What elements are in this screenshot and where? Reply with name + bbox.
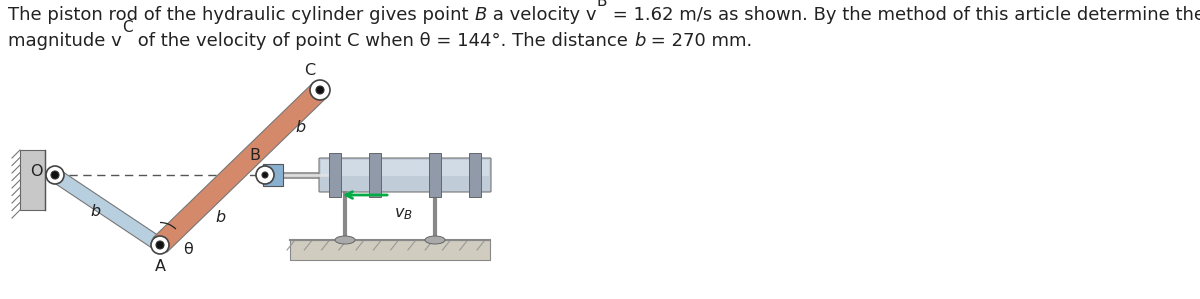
FancyBboxPatch shape: [322, 160, 490, 176]
Text: = 1.62 m/s as shown. By the method of this article determine the: = 1.62 m/s as shown. By the method of th…: [607, 6, 1200, 24]
Circle shape: [156, 241, 164, 249]
Circle shape: [316, 86, 324, 94]
Text: magnitude v: magnitude v: [8, 32, 121, 50]
Ellipse shape: [425, 236, 445, 244]
Bar: [329, 153, 341, 197]
Text: O: O: [30, 164, 43, 179]
Text: of the velocity of point C when θ = 144°. The distance: of the velocity of point C when θ = 144°…: [132, 32, 634, 50]
Polygon shape: [154, 83, 326, 252]
Bar: [370, 153, 382, 197]
Bar: [290, 240, 490, 260]
Bar: [263, 164, 283, 186]
Text: v: v: [395, 205, 404, 220]
Text: A: A: [155, 259, 166, 274]
Text: b: b: [90, 205, 101, 219]
Text: C: C: [121, 20, 132, 35]
Text: = 270 mm.: = 270 mm.: [646, 32, 752, 50]
Circle shape: [50, 171, 59, 179]
Bar: [430, 153, 442, 197]
Circle shape: [310, 80, 330, 100]
Text: C: C: [304, 63, 314, 78]
Polygon shape: [52, 169, 164, 251]
Text: The piston rod of the hydraulic cylinder gives point: The piston rod of the hydraulic cylinder…: [8, 6, 474, 24]
Text: B: B: [474, 6, 487, 24]
Circle shape: [262, 172, 268, 178]
Circle shape: [46, 166, 64, 184]
Circle shape: [256, 166, 274, 184]
Bar: [20, 150, 46, 210]
Bar: [469, 153, 481, 197]
Text: a velocity v: a velocity v: [487, 6, 596, 24]
Ellipse shape: [335, 236, 355, 244]
Text: B: B: [250, 148, 260, 163]
Text: B: B: [404, 209, 412, 222]
Text: b: b: [216, 210, 226, 225]
Circle shape: [151, 236, 169, 254]
FancyBboxPatch shape: [319, 158, 491, 192]
Text: b: b: [634, 32, 646, 50]
Text: B: B: [596, 0, 607, 9]
Text: b: b: [295, 120, 306, 135]
Text: θ: θ: [184, 242, 193, 257]
